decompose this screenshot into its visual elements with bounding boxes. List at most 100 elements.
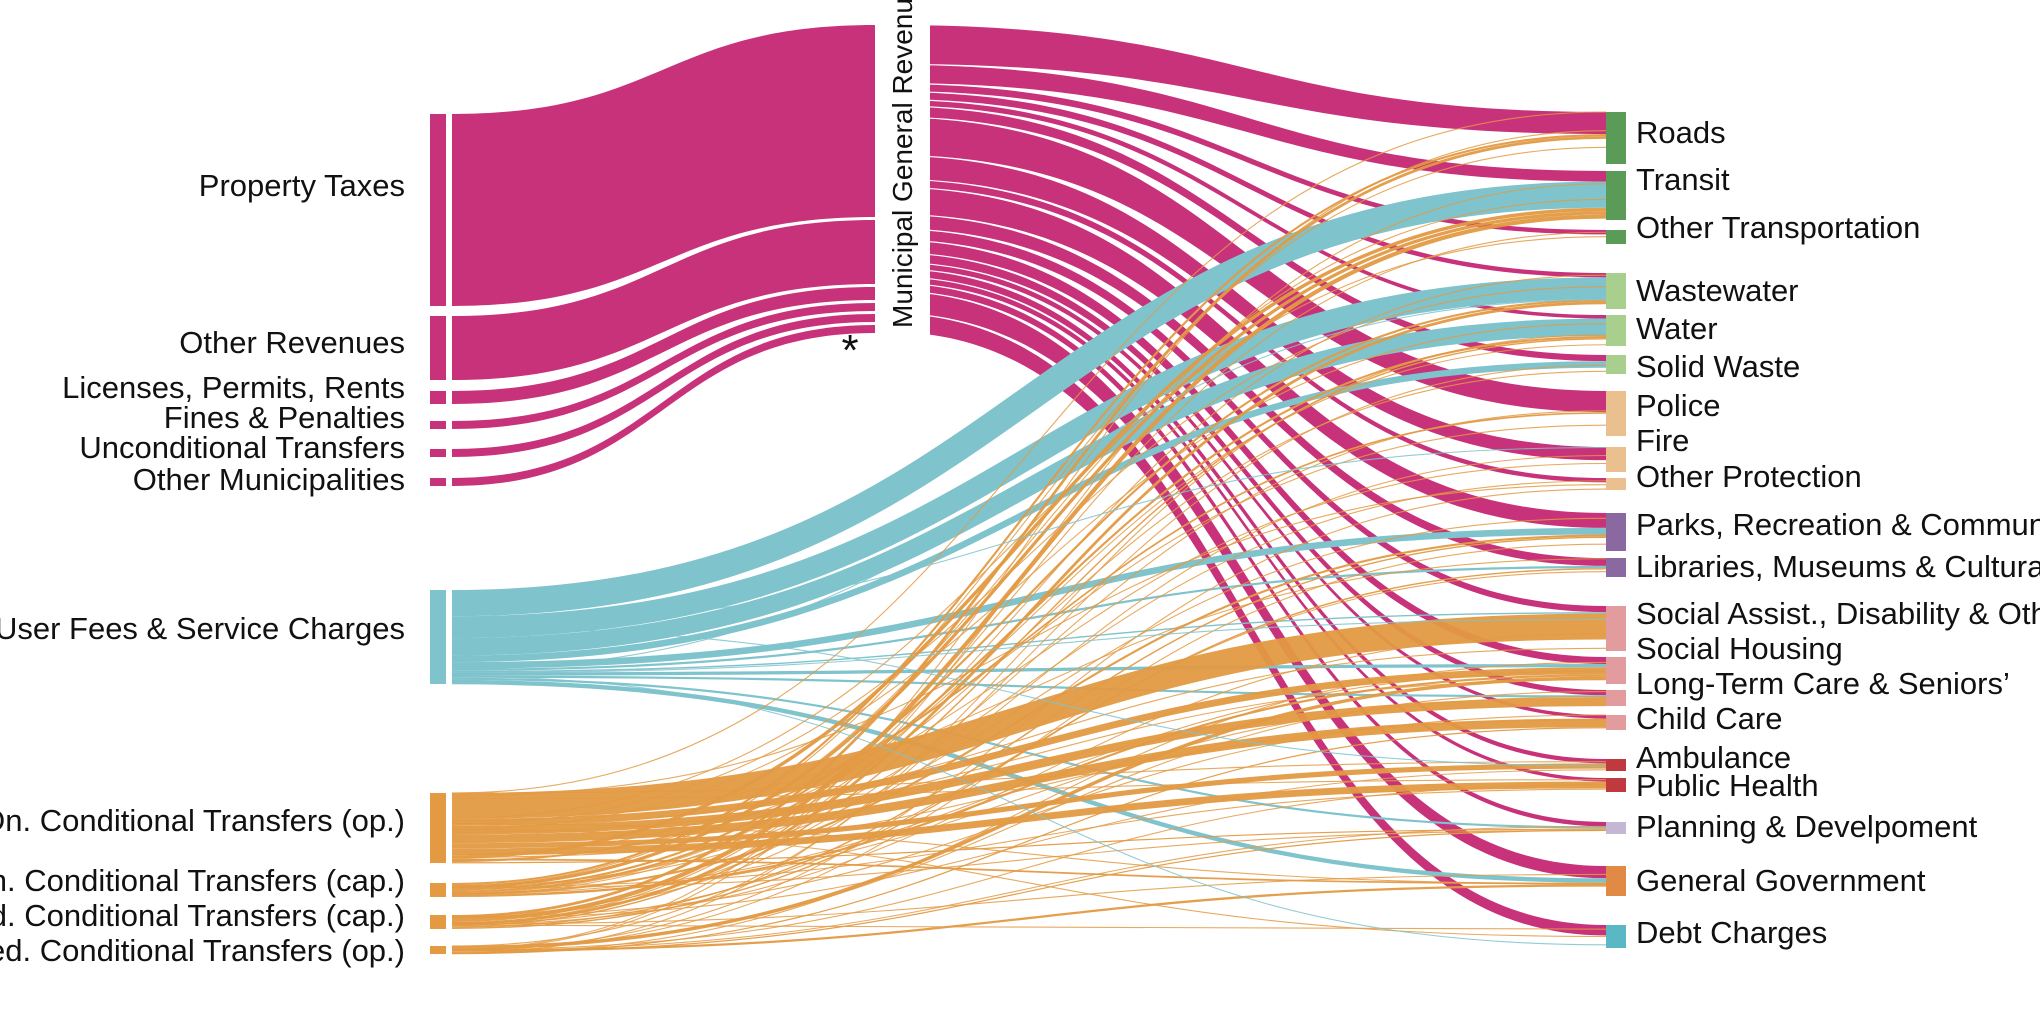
minor-flow-43	[451, 661, 1607, 955]
user-fee-flow-social_assist	[451, 612, 1607, 673]
user-fee-flow-water	[451, 318, 1607, 656]
target-label-public-health: Public Health	[1636, 768, 1819, 803]
target-bar-social_assist	[1606, 606, 1626, 651]
revenue-band-property	[452, 25, 875, 306]
revenue-band-fines	[452, 303, 875, 429]
minor-flow-49	[451, 675, 1607, 946]
target-label-ltc: Long-Term Care & Seniors’	[1636, 666, 2010, 701]
target-bar-other_protection	[1606, 478, 1626, 490]
transfer-flow-on_op-transit	[451, 207, 1607, 859]
source-label-fed-op: Fed. Conditional Transfers (op.)	[0, 933, 405, 968]
source-bar-licenses	[430, 391, 446, 404]
target-bar-debt	[1606, 925, 1626, 948]
spending-band-water	[890, 100, 1606, 319]
user-fee-flow-solid_waste	[451, 361, 1607, 663]
middle-node-label: Municipal General Revenue	[887, 0, 918, 328]
source-bar-fed_op	[430, 946, 446, 954]
target-bar-libraries	[1606, 558, 1626, 577]
spending-band-social_housing	[890, 240, 1606, 665]
transfer-flow-on_op-child_care	[451, 718, 1607, 844]
spending-band-fire	[890, 155, 1606, 461]
target-bar-gen_gov	[1606, 866, 1626, 896]
transfer-flow-fed_cap-transit	[451, 214, 1607, 922]
source-bar-on_cap	[430, 883, 446, 897]
middle-node-bar	[875, 23, 930, 339]
label-layer: Property Taxes Other Revenues Licenses, …	[0, 0, 2040, 968]
minor-flow-12	[451, 558, 1607, 822]
source-label-fines: Fines & Penalties	[164, 400, 405, 435]
revenue-band-licenses	[452, 287, 875, 404]
source-label-on-op: On. Conditional Transfers (op.)	[0, 803, 405, 838]
target-label-gen-gov: General Government	[1636, 863, 1926, 898]
minor-flow-42	[451, 488, 1607, 951]
minor-flow-45	[451, 299, 1607, 670]
minor-flow-16	[451, 370, 1607, 895]
source-bar-property	[430, 114, 446, 306]
minor-flow-26	[451, 454, 1607, 918]
source-bar-user_fees	[430, 590, 446, 684]
source-label-user-fees: User Fees & Service Charges	[0, 611, 405, 646]
flow-layer	[451, 25, 1607, 955]
target-label-child-care: Child Care	[1636, 701, 1782, 736]
spending-band-debt	[890, 313, 1606, 936]
minor-flow-27	[451, 633, 1607, 926]
transfer-flow-on_op-ltc	[451, 697, 1607, 835]
minor-flow-13	[451, 719, 1607, 858]
target-bar-parks	[1606, 513, 1626, 551]
middle-note-asterisk: *	[841, 326, 858, 375]
spending-band-wastewater	[890, 92, 1606, 278]
minor-flow-47	[451, 618, 1607, 674]
target-bar-ambulance	[1606, 759, 1626, 771]
transfer-flow-on_op-social_assist	[451, 613, 1607, 819]
spending-band-social_assist	[890, 229, 1606, 613]
minor-flow-44	[451, 784, 1607, 951]
spending-band-transit	[890, 64, 1606, 182]
target-label-debt: Debt Charges	[1636, 915, 1827, 950]
minor-flow-46	[451, 446, 1607, 625]
target-bar-social_housing	[1606, 657, 1626, 684]
target-label-water: Water	[1636, 311, 1718, 346]
transfer-flow-on_cap-wastewater	[451, 299, 1607, 891]
minor-flow-35	[451, 183, 1607, 951]
revenue-band-uncond	[452, 314, 875, 457]
minor-flow-38	[451, 691, 1607, 947]
minor-flow-15	[451, 198, 1607, 888]
source-bar-fines	[430, 421, 446, 429]
transfer-flow-fed_op-gen_gov	[451, 884, 1607, 952]
spending-band-public_health	[890, 277, 1606, 782]
minor-flow-34	[451, 873, 1607, 925]
node-bar-layer	[430, 23, 1626, 970]
revenue-band-other_muni	[452, 325, 875, 486]
source-label-on-cap: On. Conditional Transfers (cap.)	[0, 863, 405, 898]
target-label-other-protection: Other Protection	[1636, 459, 1862, 494]
minor-flow-28	[451, 769, 1607, 919]
minor-flow-37	[451, 543, 1607, 951]
revenue-band-other_rev	[452, 220, 875, 380]
minor-flow-40	[451, 130, 1607, 950]
transfer-flow-on_op-ambulance	[451, 763, 1607, 849]
target-bar-child_care	[1606, 715, 1626, 730]
source-bar-uncond	[430, 449, 446, 457]
target-label-parks: Parks, Recreation & Community	[1636, 507, 2040, 542]
target-bar-ltc	[1606, 690, 1626, 706]
user-fee-flow-parks	[451, 527, 1607, 669]
source-bar-on_op	[430, 793, 446, 863]
user-fee-flow-social_housing	[451, 664, 1607, 676]
target-bar-roads	[1606, 112, 1626, 164]
target-bar-police	[1606, 391, 1626, 436]
target-label-roads: Roads	[1636, 115, 1726, 150]
minor-flow-41	[451, 334, 1607, 954]
minor-flow-39	[451, 826, 1607, 952]
minor-flow-36	[451, 364, 1607, 947]
target-label-other-transport: Other Transportation	[1636, 210, 1920, 245]
minor-flow-23	[451, 670, 1607, 895]
target-label-social-assist: Social Assist., Disability & Other	[1636, 596, 2040, 631]
user-fee-flow-planning	[451, 677, 1607, 829]
target-label-ambulance: Ambulance	[1636, 740, 1791, 775]
minor-flow-14	[451, 823, 1607, 885]
spending-band-ambulance	[890, 269, 1606, 764]
target-label-solid-waste: Solid Waste	[1636, 349, 1800, 384]
target-bar-water	[1606, 315, 1626, 346]
transfer-flow-on_op-police	[451, 412, 1607, 863]
